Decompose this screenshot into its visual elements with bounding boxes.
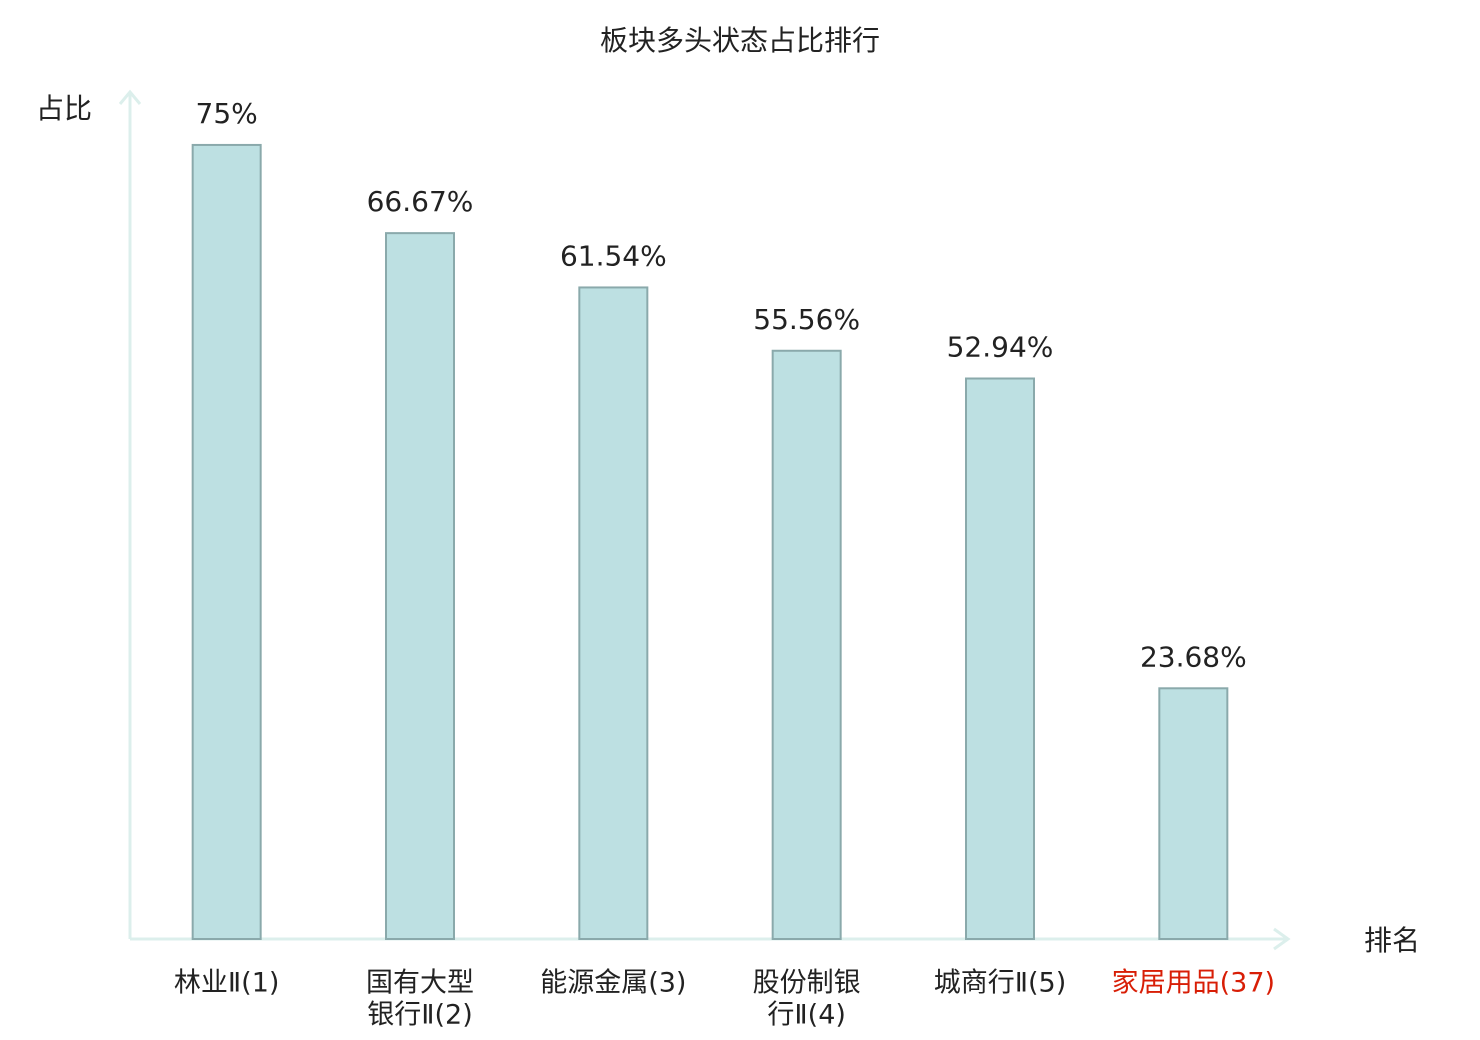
bar: [385, 232, 455, 941]
value-label: 66.67%: [367, 185, 474, 218]
bar: [965, 377, 1035, 940]
x-tick-label: 行Ⅱ(4): [767, 1000, 846, 1031]
x-tick-label: 林业Ⅱ(1): [174, 968, 280, 999]
chart-title: 板块多头状态占比排行: [600, 24, 880, 57]
x-tick-label: 能源金属(3): [540, 968, 686, 999]
value-label: 23.68%: [1140, 640, 1247, 673]
x-tick-label: 股份制银: [753, 968, 861, 999]
y-axis-label: 占比: [36, 92, 92, 125]
value-label: 61.54%: [560, 239, 667, 272]
value-label: 55.56%: [753, 303, 860, 336]
y-axis-arrow: [118, 89, 142, 105]
bar: [1158, 687, 1229, 941]
x-tick-label: 银行Ⅱ(2): [367, 1000, 473, 1031]
x-tick-label: 国有大型: [366, 968, 474, 999]
value-label: 75%: [196, 97, 258, 130]
axes: [118, 89, 1291, 951]
x-axis-arrow: [1273, 927, 1291, 951]
bar: [578, 286, 649, 940]
value-label: 52.94%: [947, 330, 1054, 363]
bar: [191, 143, 262, 940]
x-axis-label: 排名: [1364, 924, 1420, 957]
x-tick-label: 家居用品(37): [1112, 968, 1275, 999]
bar: [771, 349, 842, 941]
x-tick-label: 城商行Ⅱ(5): [934, 968, 1067, 999]
